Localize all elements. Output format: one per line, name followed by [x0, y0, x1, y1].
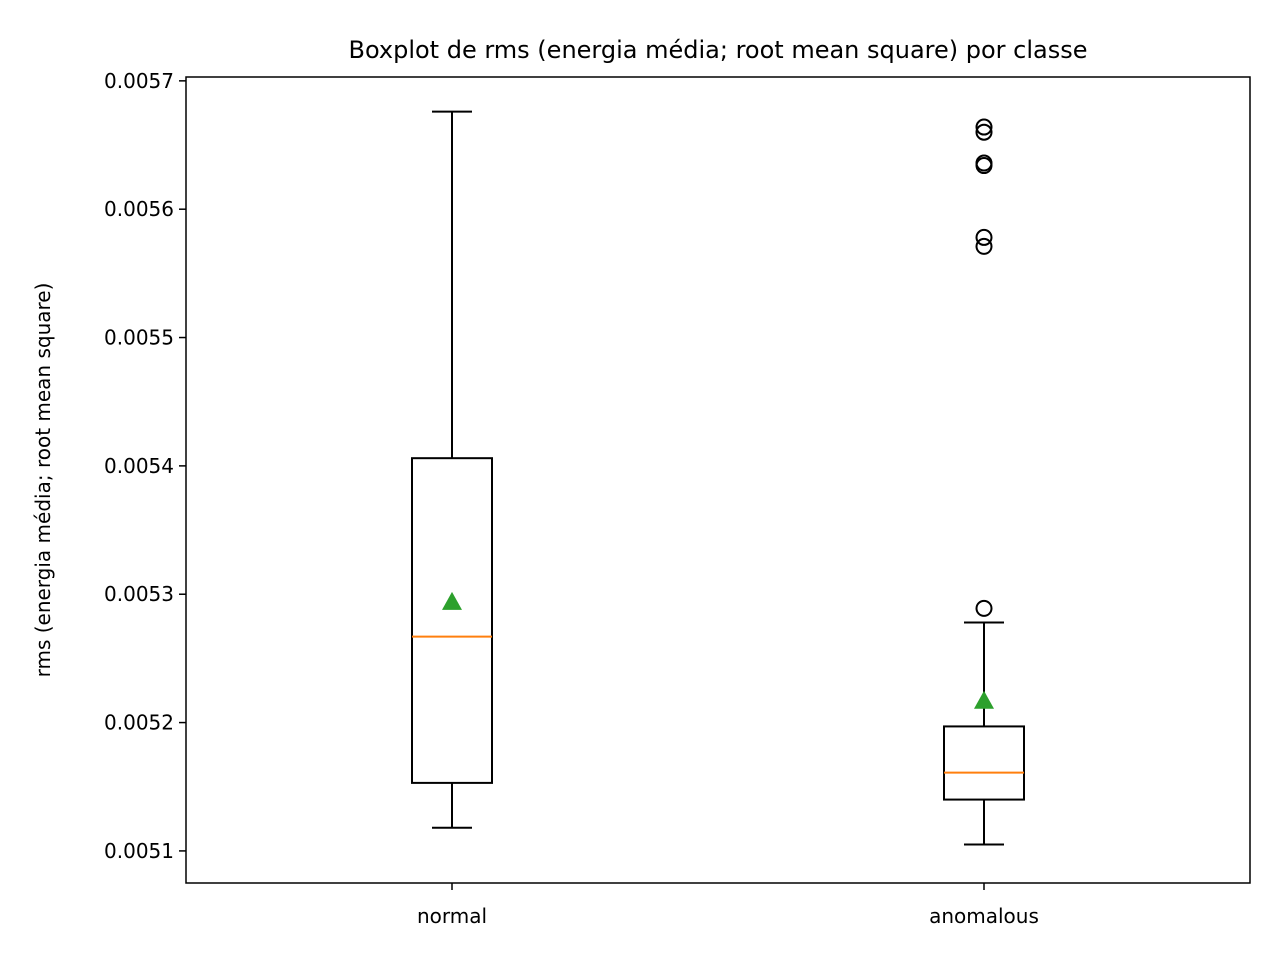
mean-marker [974, 690, 994, 709]
outlier-point [975, 228, 993, 246]
outlier-point [975, 599, 993, 617]
y-tick-label: 0.0055 [104, 326, 174, 350]
y-tick-label: 0.0051 [104, 839, 174, 863]
outlier-point [975, 118, 993, 136]
plot-area: 0.0051 0.0052 0.0053 0.0054 0.0055 0.0056 0.00… [104, 69, 1251, 928]
box-anomalous [943, 725, 1025, 801]
y-tick-label: 0.0053 [104, 582, 174, 606]
outlier-point [975, 154, 993, 172]
x-tick-label: normal [417, 904, 487, 928]
y-tick-label: 0.0052 [104, 711, 174, 735]
x-tick-label: anomalous [929, 904, 1039, 928]
y-tick-label: 0.0056 [104, 197, 174, 221]
y-axis-label: rms (energia média; root mean square) [31, 283, 55, 678]
box-normal [411, 457, 493, 784]
y-tick-label: 0.0057 [104, 69, 174, 93]
outlier-point [975, 123, 993, 141]
mean-marker [442, 591, 462, 610]
axes-frame [185, 76, 1251, 884]
outlier-point [975, 237, 993, 255]
y-tick-label: 0.0054 [104, 454, 174, 478]
chart-title: Boxplot de rms (energia média; root mean… [348, 36, 1087, 64]
